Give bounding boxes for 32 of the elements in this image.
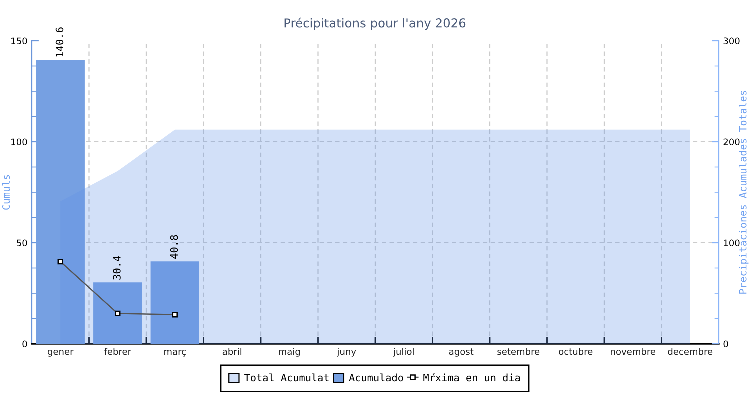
x-tick-label: juny [337,348,356,357]
y-axis-title: Cumuls [2,175,10,210]
x-tick-label: novembre [611,348,656,356]
y2-tick-label: 100 [724,240,740,247]
x-tick-label: setembre [498,348,540,356]
legend-label: Acumulado [349,374,404,382]
y-tick-label: 50 [17,240,28,247]
data-label: 140.6 [56,28,64,57]
y2-tick-label: 200 [724,138,740,146]
bar [36,60,85,344]
y2-tick-label: 300 [724,38,740,45]
y-tick-label: 150 [12,38,28,45]
legend-label: Mŕxima en un dia [424,373,520,382]
x-tick-label: agost [449,348,474,357]
x-tick-label: març [164,350,186,357]
bar [150,262,200,344]
x-tick-label: juliol [393,348,414,357]
chart-title: Précipitations pour l'any 2026 [284,18,466,30]
data-label: 40.8 [170,235,178,259]
y-tick-label: 0 [22,340,28,348]
legend-label: Total Acumulat [244,374,329,382]
bar [94,282,142,344]
y-tick-label: 100 [12,138,28,146]
x-tick-label: febrer [104,348,132,356]
x-tick-label: abril [222,348,242,356]
y2-axis-title: Precipitaciones Acumulades Totales [739,91,749,294]
x-tick-label: maig [279,348,300,357]
x-tick-label: octubre [559,348,593,356]
y2-tick-label: 0 [724,340,728,348]
data-label: 30.4 [113,256,121,280]
x-tick-label: gener [48,350,74,357]
x-tick-label: decembre [668,348,713,356]
